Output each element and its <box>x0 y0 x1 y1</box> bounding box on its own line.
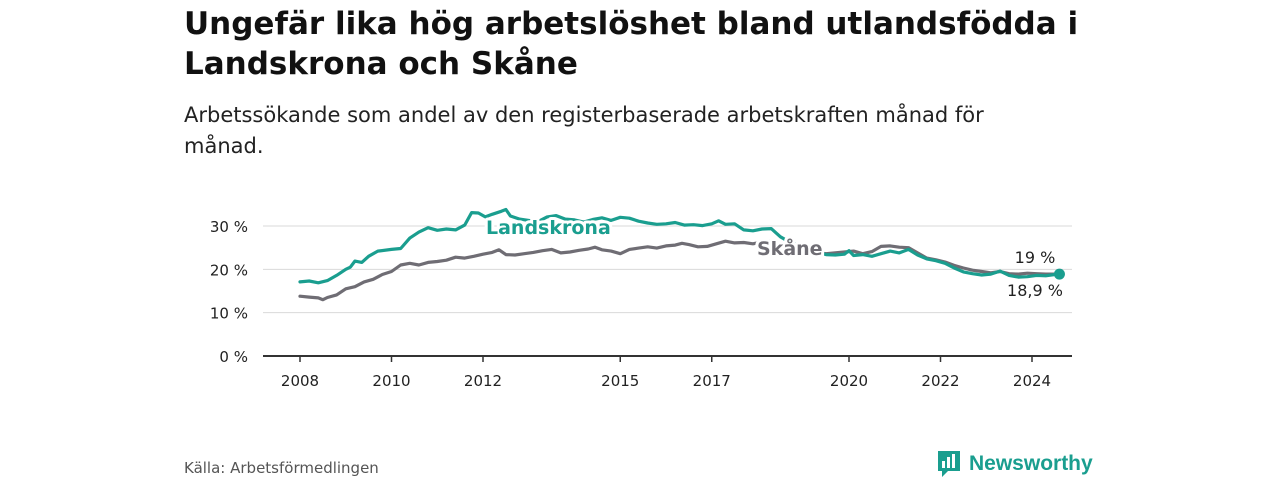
end-label-skane: 18,9 % <box>1007 281 1063 300</box>
x-axis: 2008 2010 2012 2015 2017 2020 2022 2024 <box>263 355 1072 390</box>
x-tick-label: 2015 <box>601 372 639 390</box>
series-label-skane: Skåne <box>757 236 823 260</box>
x-tick-label: 2020 <box>830 372 868 390</box>
chart-subtitle: Arbetssökande som andel av den registerb… <box>184 103 984 158</box>
series-labels: Landskrona Skåne 19 % 18,9 % <box>483 214 1065 303</box>
y-tick-label: 30 % <box>210 218 248 236</box>
x-tick-label: 2022 <box>921 372 959 390</box>
x-tick-label: 2024 <box>1013 372 1051 390</box>
series-lines <box>298 207 1065 302</box>
chart-title: Ungefär lika hög arbetslöshet bland utla… <box>184 6 1079 82</box>
grid-lines <box>263 225 1072 314</box>
series-line-landskrona <box>298 207 1061 285</box>
end-point-landskrona <box>1053 268 1065 280</box>
series-label-landskrona: Landskrona <box>486 217 611 239</box>
x-tick-label: 2017 <box>693 372 731 390</box>
brand-name: Newsworthy <box>969 452 1093 475</box>
series-line-skane <box>298 239 1061 302</box>
x-tick-label: 2008 <box>281 372 319 390</box>
newsworthy-logo-icon <box>938 451 960 477</box>
source-note: Källa: Arbetsförmedlingen <box>184 459 379 477</box>
y-tick-label: 20 % <box>210 261 248 279</box>
y-axis: 0 % 10 % 20 % 30 % <box>210 218 248 366</box>
x-tick-label: 2010 <box>372 372 410 390</box>
y-tick-label: 0 % <box>219 348 248 366</box>
y-tick-label: 10 % <box>210 305 248 323</box>
end-label-landskrona: 19 % <box>1015 248 1056 267</box>
brand-logo: Newsworthy <box>936 448 1093 480</box>
x-tick-label: 2012 <box>464 372 502 390</box>
